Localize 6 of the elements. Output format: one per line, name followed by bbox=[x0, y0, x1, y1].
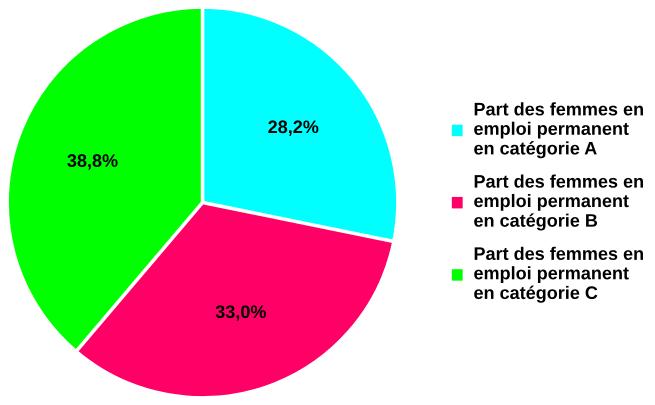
legend-label: Part des femmes en emploi permanent en catégorie A bbox=[474, 102, 643, 158]
data-label: 28,2% bbox=[268, 120, 318, 136]
legend-label: Part des femmes en emploi permanent en catégorie C bbox=[474, 246, 643, 303]
data-label: 33,0% bbox=[216, 305, 266, 321]
legend-label: Part des femmes en emploi permanent en catégorie B bbox=[474, 174, 643, 230]
data-label: 38,8% bbox=[67, 154, 118, 170]
